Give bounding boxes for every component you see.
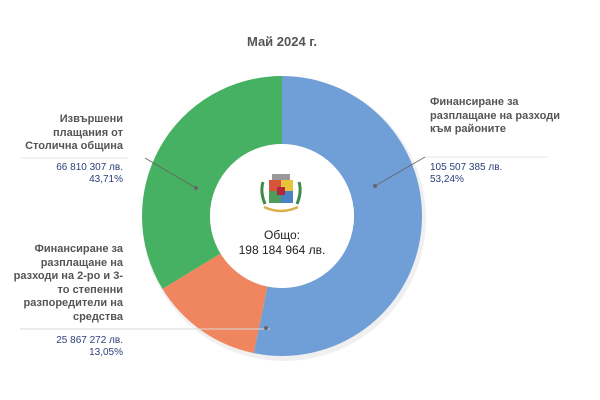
- slice-label-municipality: Извършени плащания от Столична община: [25, 113, 123, 152]
- slice-secondary: [162, 253, 268, 354]
- slice-percent-secondary: 13,05%: [89, 347, 123, 358]
- total-value: 198 184 964 лв.: [238, 243, 326, 257]
- slice-value-districts: 105 507 385 лв.: [430, 162, 503, 173]
- chart-title: Май 2024 г.: [246, 34, 318, 49]
- slice-percent-districts: 53,24%: [430, 174, 464, 185]
- leader-dot-municipality: [194, 186, 198, 190]
- sofia-coat-of-arms-logo: [260, 174, 302, 213]
- leader-dot-districts: [373, 184, 377, 188]
- slice-label-secondary: Финансиране за разплащане на разходи на …: [13, 243, 123, 323]
- slice-districts: [253, 76, 422, 357]
- leader-line-districts: [374, 156, 426, 187]
- slice-label-districts: Финансиране за разплащане на разходи към…: [430, 96, 560, 135]
- total-label: Общо:: [264, 228, 300, 242]
- slice-percent-municipality: 43,71%: [89, 174, 123, 185]
- donut-hole: [210, 144, 354, 288]
- slice-value-secondary: 25 867 272 лв.: [56, 335, 123, 346]
- slice-value-municipality: 66 810 307 лв.: [56, 162, 123, 173]
- leader-line-municipality: [144, 157, 197, 189]
- slice-municipality: [142, 76, 282, 289]
- leader-dot-secondary: [264, 326, 268, 330]
